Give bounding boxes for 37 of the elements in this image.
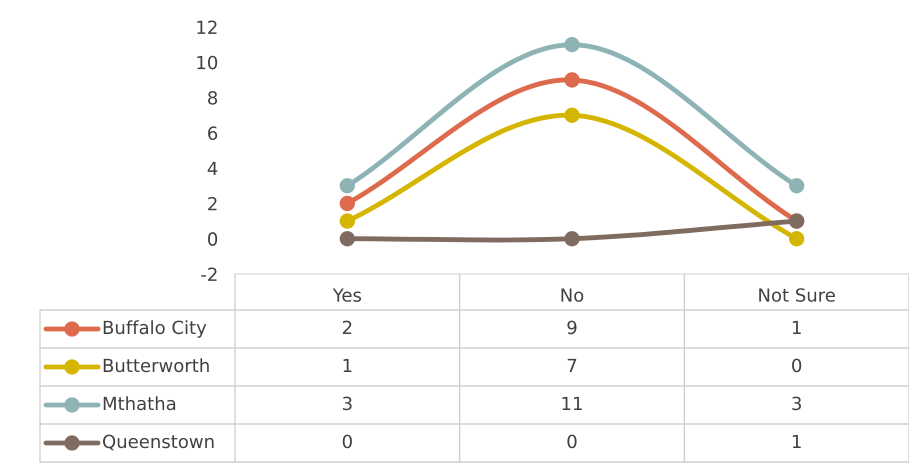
- data-label: 0: [567, 434, 577, 448]
- point: [564, 72, 580, 88]
- data-label: 0: [342, 434, 352, 448]
- y-tick-label: 12: [197, 20, 217, 34]
- data-label: 0: [792, 358, 802, 372]
- data-label: 1: [344, 358, 352, 372]
- data-label: 1: [792, 434, 801, 448]
- point: [340, 196, 355, 212]
- point: [340, 231, 355, 246]
- legend-label: Butterworth: [104, 358, 209, 372]
- data-label: 3: [792, 396, 801, 410]
- y-tick-label: 10: [197, 56, 218, 70]
- y-tick-label: 4: [208, 162, 218, 176]
- y-tick-label: 8: [208, 91, 218, 105]
- data-label: 11: [562, 396, 582, 410]
- data-label: 1: [792, 320, 801, 334]
- x-tick-label: No: [561, 288, 584, 302]
- legend-label: Mthatha: [104, 396, 176, 410]
- legend-label: Buffalo City: [104, 320, 206, 338]
- data-label: 9: [567, 320, 576, 334]
- data-label: 7: [568, 358, 576, 372]
- legend-label: Queenstown: [103, 434, 214, 450]
- point: [340, 178, 355, 194]
- y-tick-label: 6: [208, 126, 218, 140]
- data-label: 3: [342, 396, 352, 410]
- y-tick-label: -2: [201, 267, 217, 281]
- data-label: 2: [342, 320, 352, 334]
- y-tick-label: 2: [208, 196, 217, 210]
- x-tick-label: Not Sure: [759, 288, 835, 302]
- y-tick-label: 0: [208, 232, 218, 246]
- point: [564, 108, 580, 123]
- point: [564, 231, 580, 246]
- x-tick-label: Yes: [332, 288, 362, 302]
- point: [340, 213, 355, 229]
- point: [789, 178, 804, 194]
- point: [564, 37, 580, 52]
- point: [789, 231, 804, 246]
